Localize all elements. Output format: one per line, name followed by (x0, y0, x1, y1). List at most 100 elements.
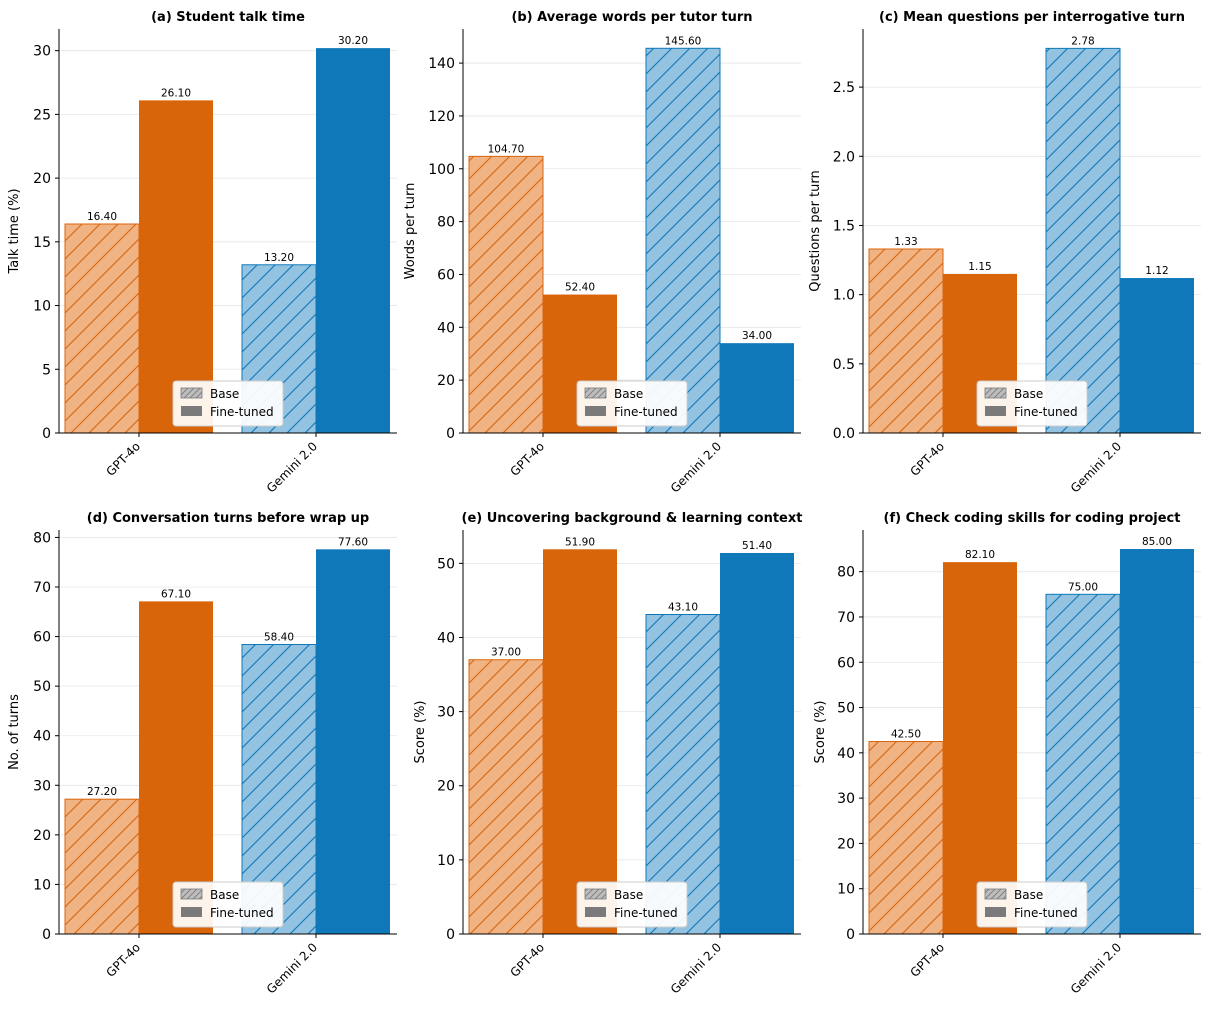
subplot-b: 104.70 52.40 145.60 34.00 0 20 40 60 80 100 120 140… (403, 10, 801, 495)
y-tick-label: 120 (428, 109, 455, 125)
legend: Base Fine-tuned (576, 380, 688, 427)
y-tick-label: 1.0 (833, 288, 855, 304)
legend: Base Fine-tuned (976, 380, 1088, 427)
legend-swatch-fine-tuned (585, 406, 606, 416)
y-tick-label: 20 (33, 171, 51, 187)
bar-fine-tuned-gemini-2-0 (720, 552, 794, 934)
y-tick-label: 50 (437, 556, 455, 572)
legend: Base Fine-tuned (976, 881, 1088, 928)
value-label: 82.10 (965, 549, 995, 561)
x-tick-label: Gemini 2.0 (264, 940, 320, 996)
x-tick-label: GPT-4o (907, 439, 947, 479)
bar-fine-tuned-gemini-2-0 (1120, 549, 1194, 934)
legend-label-base: Base (210, 387, 239, 401)
legend: Base Fine-tuned (576, 881, 688, 928)
y-tick-label: 10 (33, 877, 51, 893)
legend-label-base: Base (1014, 387, 1043, 401)
x-tick-label: GPT-4o (907, 940, 947, 980)
y-tick-label: 40 (437, 630, 455, 646)
y-tick-label: 70 (837, 610, 855, 626)
y-tick-label: 60 (437, 267, 455, 283)
value-label: 75.00 (1068, 581, 1098, 593)
legend-label-fine-tuned: Fine-tuned (614, 906, 678, 920)
bar-fine-tuned-gemini-2-0 (720, 343, 794, 433)
legend-label-base: Base (614, 888, 643, 902)
bar-base-gemini-2-0 (1045, 47, 1121, 434)
y-tick-label: 20 (33, 828, 51, 844)
y-tick-label: 20 (837, 836, 855, 852)
value-label: 51.90 (565, 536, 595, 548)
x-tick-label: Gemini 2.0 (264, 439, 320, 495)
value-label: 104.70 (488, 143, 525, 155)
chart-title: (f) Check coding skills for coding proje… (884, 511, 1181, 526)
legend-label-fine-tuned: Fine-tuned (1014, 405, 1078, 419)
y-axis-label: Score (%) (413, 700, 428, 763)
chart-title: (d) Conversation turns before wrap up (87, 511, 369, 526)
y-tick-label: 30 (33, 778, 51, 794)
value-label: 1.12 (1145, 265, 1168, 277)
bar-base-gpt-4o (64, 223, 140, 434)
y-axis-label: Words per turn (403, 183, 418, 280)
bar-fine-tuned-gemini-2-0 (316, 48, 390, 433)
legend-swatch-base (180, 387, 203, 399)
subplot-c: 1.33 1.15 2.78 1.12 0.0 0.5 1.0 1.5 2.0 2.5 GPT-4o… (808, 10, 1201, 495)
legend-swatch-fine-tuned (181, 406, 202, 416)
legend-label-fine-tuned: Fine-tuned (210, 405, 274, 419)
bar-base-gemini-2-0 (645, 47, 721, 434)
value-label: 43.10 (668, 602, 698, 614)
value-label: 27.20 (87, 786, 117, 798)
y-tick-label: 2.0 (833, 149, 855, 165)
chart-title: (b) Average words per tutor turn (511, 10, 752, 25)
y-tick-label: 30 (33, 44, 51, 60)
bar-base-gpt-4o (468, 155, 544, 434)
value-label: 145.60 (665, 35, 702, 47)
y-tick-label: 1.5 (833, 218, 855, 234)
chart-title: (a) Student talk time (151, 10, 305, 25)
value-label: 1.33 (894, 236, 917, 248)
bar-fine-tuned-gpt-4o (543, 549, 617, 934)
y-axis-label: Questions per turn (808, 170, 823, 291)
y-tick-label: 40 (437, 320, 455, 336)
y-tick-label: 30 (837, 791, 855, 807)
value-label: 2.78 (1071, 35, 1094, 47)
legend-swatch-base (984, 888, 1007, 900)
bar-base-gpt-4o (868, 248, 944, 434)
bar-base-gpt-4o (64, 798, 140, 935)
subplot-d: 27.20 67.10 58.40 77.60 0 10 20 30 40 50 60 70 80 GPT… (7, 511, 397, 996)
y-tick-label: 50 (33, 679, 51, 695)
legend-label-base: Base (1014, 888, 1043, 902)
legend: Base Fine-tuned (172, 881, 284, 928)
subplot-e: 37.00 51.90 43.10 51.40 0 10 20 30 40 50 GPT-4o Gem… (413, 511, 802, 996)
legend-swatch-fine-tuned (181, 907, 202, 917)
y-tick-label: 15 (33, 235, 51, 251)
bar-fine-tuned-gpt-4o (943, 562, 1017, 934)
y-tick-label: 100 (428, 162, 455, 178)
legend-label-fine-tuned: Fine-tuned (1014, 906, 1078, 920)
legend: Base Fine-tuned (172, 380, 284, 427)
y-axis-label: Score (%) (813, 700, 828, 763)
x-tick-label: GPT-4o (507, 439, 547, 479)
y-tick-label: 20 (437, 779, 455, 795)
y-tick-label: 0.0 (833, 426, 855, 442)
x-tick-label: Gemini 2.0 (1068, 940, 1124, 996)
legend-swatch-fine-tuned (585, 907, 606, 917)
value-label: 37.00 (491, 647, 521, 659)
y-tick-label: 60 (837, 655, 855, 671)
y-tick-label: 60 (33, 630, 51, 646)
bar-fine-tuned-gpt-4o (139, 100, 213, 434)
chart-title: (c) Mean questions per interrogative tur… (879, 10, 1185, 25)
legend-label-fine-tuned: Fine-tuned (210, 906, 274, 920)
value-label: 34.00 (742, 330, 772, 342)
y-tick-label: 20 (437, 373, 455, 389)
chart-title: (e) Uncovering background & learning con… (462, 511, 803, 526)
y-tick-label: 0 (42, 426, 51, 442)
x-tick-label: GPT-4o (507, 940, 547, 980)
y-tick-label: 40 (837, 746, 855, 762)
y-tick-label: 140 (428, 56, 455, 72)
y-tick-label: 2.5 (833, 80, 855, 96)
y-tick-label: 0.5 (833, 357, 855, 373)
subplot-a: 16.40 26.10 13.20 30.20 0 5 10 15 20 25 30 GPT-4o Ge… (7, 10, 397, 495)
legend-label-fine-tuned: Fine-tuned (614, 405, 678, 419)
subplot-f: 42.50 82.10 75.00 85.00 0 10 20 30 40 50 60 70 80 GPT… (813, 511, 1201, 996)
